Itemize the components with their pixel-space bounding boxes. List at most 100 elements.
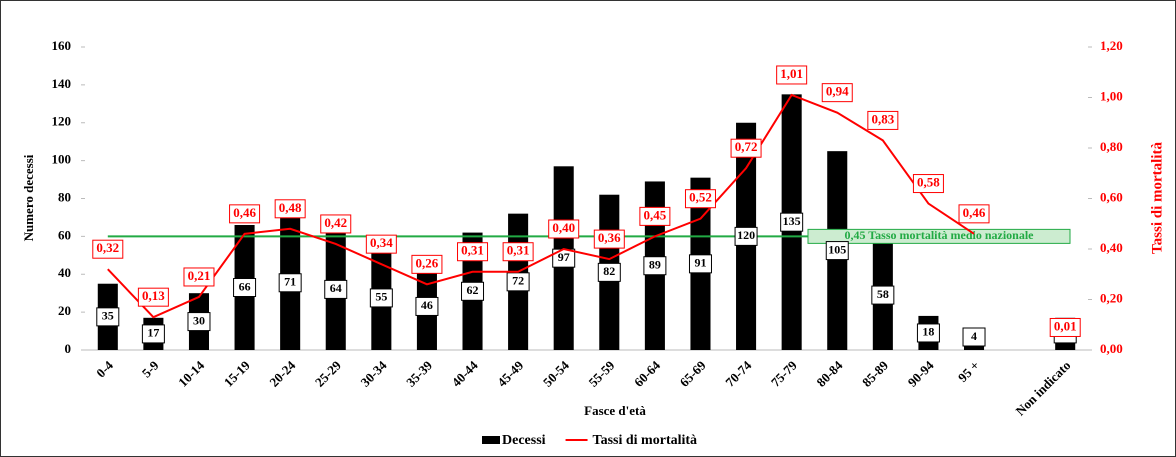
y2-tick-label: 1,00 [1100, 88, 1123, 103]
rate-label: 0,46 [233, 205, 256, 220]
data-label-box [187, 312, 211, 332]
data-label-box [962, 327, 986, 347]
data-label: 105 [828, 242, 846, 256]
y-tick-label: 0 [65, 341, 72, 356]
data-label-box [734, 226, 758, 246]
data-label: 62 [467, 283, 479, 297]
data-label: 46 [421, 298, 433, 312]
data-label-box [688, 254, 712, 274]
rate-label-box [912, 174, 944, 194]
y-tick-label: 160 [52, 38, 72, 53]
data-label: 71 [284, 275, 296, 289]
data-label-box [324, 279, 348, 299]
legend-label: Decessi [502, 433, 546, 448]
reference-label-box [807, 228, 1071, 244]
rate-label: 0,01 [1054, 318, 1077, 333]
rate-label: 0,46 [963, 205, 986, 220]
data-label: 18 [922, 325, 934, 339]
rate-label-box [502, 242, 534, 262]
data-label: 97 [558, 250, 570, 264]
rate-label: 0,72 [735, 139, 758, 154]
rate-label-box [821, 83, 853, 103]
rate-label: 0,48 [279, 200, 302, 215]
data-label-box [871, 285, 895, 305]
data-label: 72 [512, 274, 524, 288]
rate-label: 0,13 [142, 288, 165, 303]
rate-label-box [137, 287, 169, 307]
rate-label: 0,42 [324, 215, 347, 230]
rate-label: 0,36 [598, 230, 621, 245]
y2-tick-label: 0,00 [1100, 341, 1123, 356]
y-tick-label: 60 [58, 227, 71, 242]
rate-label-box [730, 138, 762, 158]
rate-label-box [229, 204, 261, 224]
rate-label-box [776, 65, 808, 85]
rate-label: 0,45 [644, 207, 667, 222]
rate-label: 0,32 [96, 240, 119, 255]
y-tick-label: 120 [52, 114, 72, 129]
x-axis-label: Fasce d'età [584, 403, 646, 418]
rate-label-box [548, 219, 580, 239]
data-label: 58 [877, 287, 889, 301]
rate-label: 0,40 [552, 220, 575, 235]
y-tick-label: 40 [58, 265, 71, 280]
rate-label-box [867, 110, 899, 130]
data-label-box [141, 324, 165, 344]
y-tick-label: 20 [58, 303, 71, 318]
rate-label: 0,34 [370, 235, 393, 250]
data-label-box [643, 256, 667, 276]
data-label: 64 [330, 281, 342, 295]
data-label: 55 [375, 290, 387, 304]
data-label: 66 [239, 279, 251, 293]
rate-label: 0,58 [917, 175, 940, 190]
data-label-box [506, 272, 530, 292]
data-label: 135 [783, 214, 801, 228]
data-label: 91 [694, 256, 706, 270]
data-label: 30 [193, 313, 205, 327]
data-label: 89 [649, 257, 661, 271]
rate-label-box [593, 229, 625, 249]
data-label: 120 [737, 228, 755, 242]
rate-label: 0,83 [871, 111, 894, 126]
data-label-box [825, 241, 849, 261]
rate-label-box [639, 206, 671, 226]
rate-label-box [92, 239, 124, 259]
rate-label-box [1049, 317, 1081, 337]
data-label-box [278, 273, 302, 293]
y2-tick-label: 0,60 [1100, 189, 1123, 204]
data-label-box [780, 212, 804, 232]
data-label-box [461, 281, 485, 301]
data-label: 4 [971, 329, 977, 343]
y2-axis-label: Tassi di mortalità [1149, 142, 1165, 254]
data-label: 17 [147, 326, 159, 340]
rate-label-box [365, 234, 397, 254]
rate-label-box [411, 254, 443, 274]
rate-label-box [684, 189, 716, 209]
data-label-box [96, 307, 120, 327]
data-label: 82 [603, 264, 615, 278]
rate-label: 0,21 [188, 268, 211, 283]
y2-tick-label: 1,20 [1100, 38, 1123, 53]
legend-label: Tassi di mortalità [593, 433, 698, 448]
y-axis-label: Numero decessi [21, 154, 36, 241]
rate-label: 1,01 [780, 66, 803, 81]
data-label-box [233, 278, 257, 298]
data-label-box [597, 262, 621, 282]
rate-label: 0,94 [826, 84, 849, 99]
reference-label: 0,45 Tasso mortalità medio nazionale [844, 228, 1034, 242]
legend-swatch [482, 436, 500, 444]
rate-label: 0,31 [461, 243, 484, 258]
rate-label: 0,31 [507, 243, 530, 258]
data-label-box [916, 323, 940, 343]
data-label-box [415, 296, 439, 316]
rate-label-box [183, 267, 215, 287]
rate-label-box [320, 214, 352, 234]
y-tick-label: 140 [52, 76, 72, 91]
rate-label-box [958, 204, 990, 224]
y-tick-label: 80 [58, 189, 71, 204]
y2-tick-label: 0,80 [1100, 139, 1123, 154]
data-label: 35 [102, 309, 114, 323]
y-tick-label: 100 [52, 152, 72, 167]
